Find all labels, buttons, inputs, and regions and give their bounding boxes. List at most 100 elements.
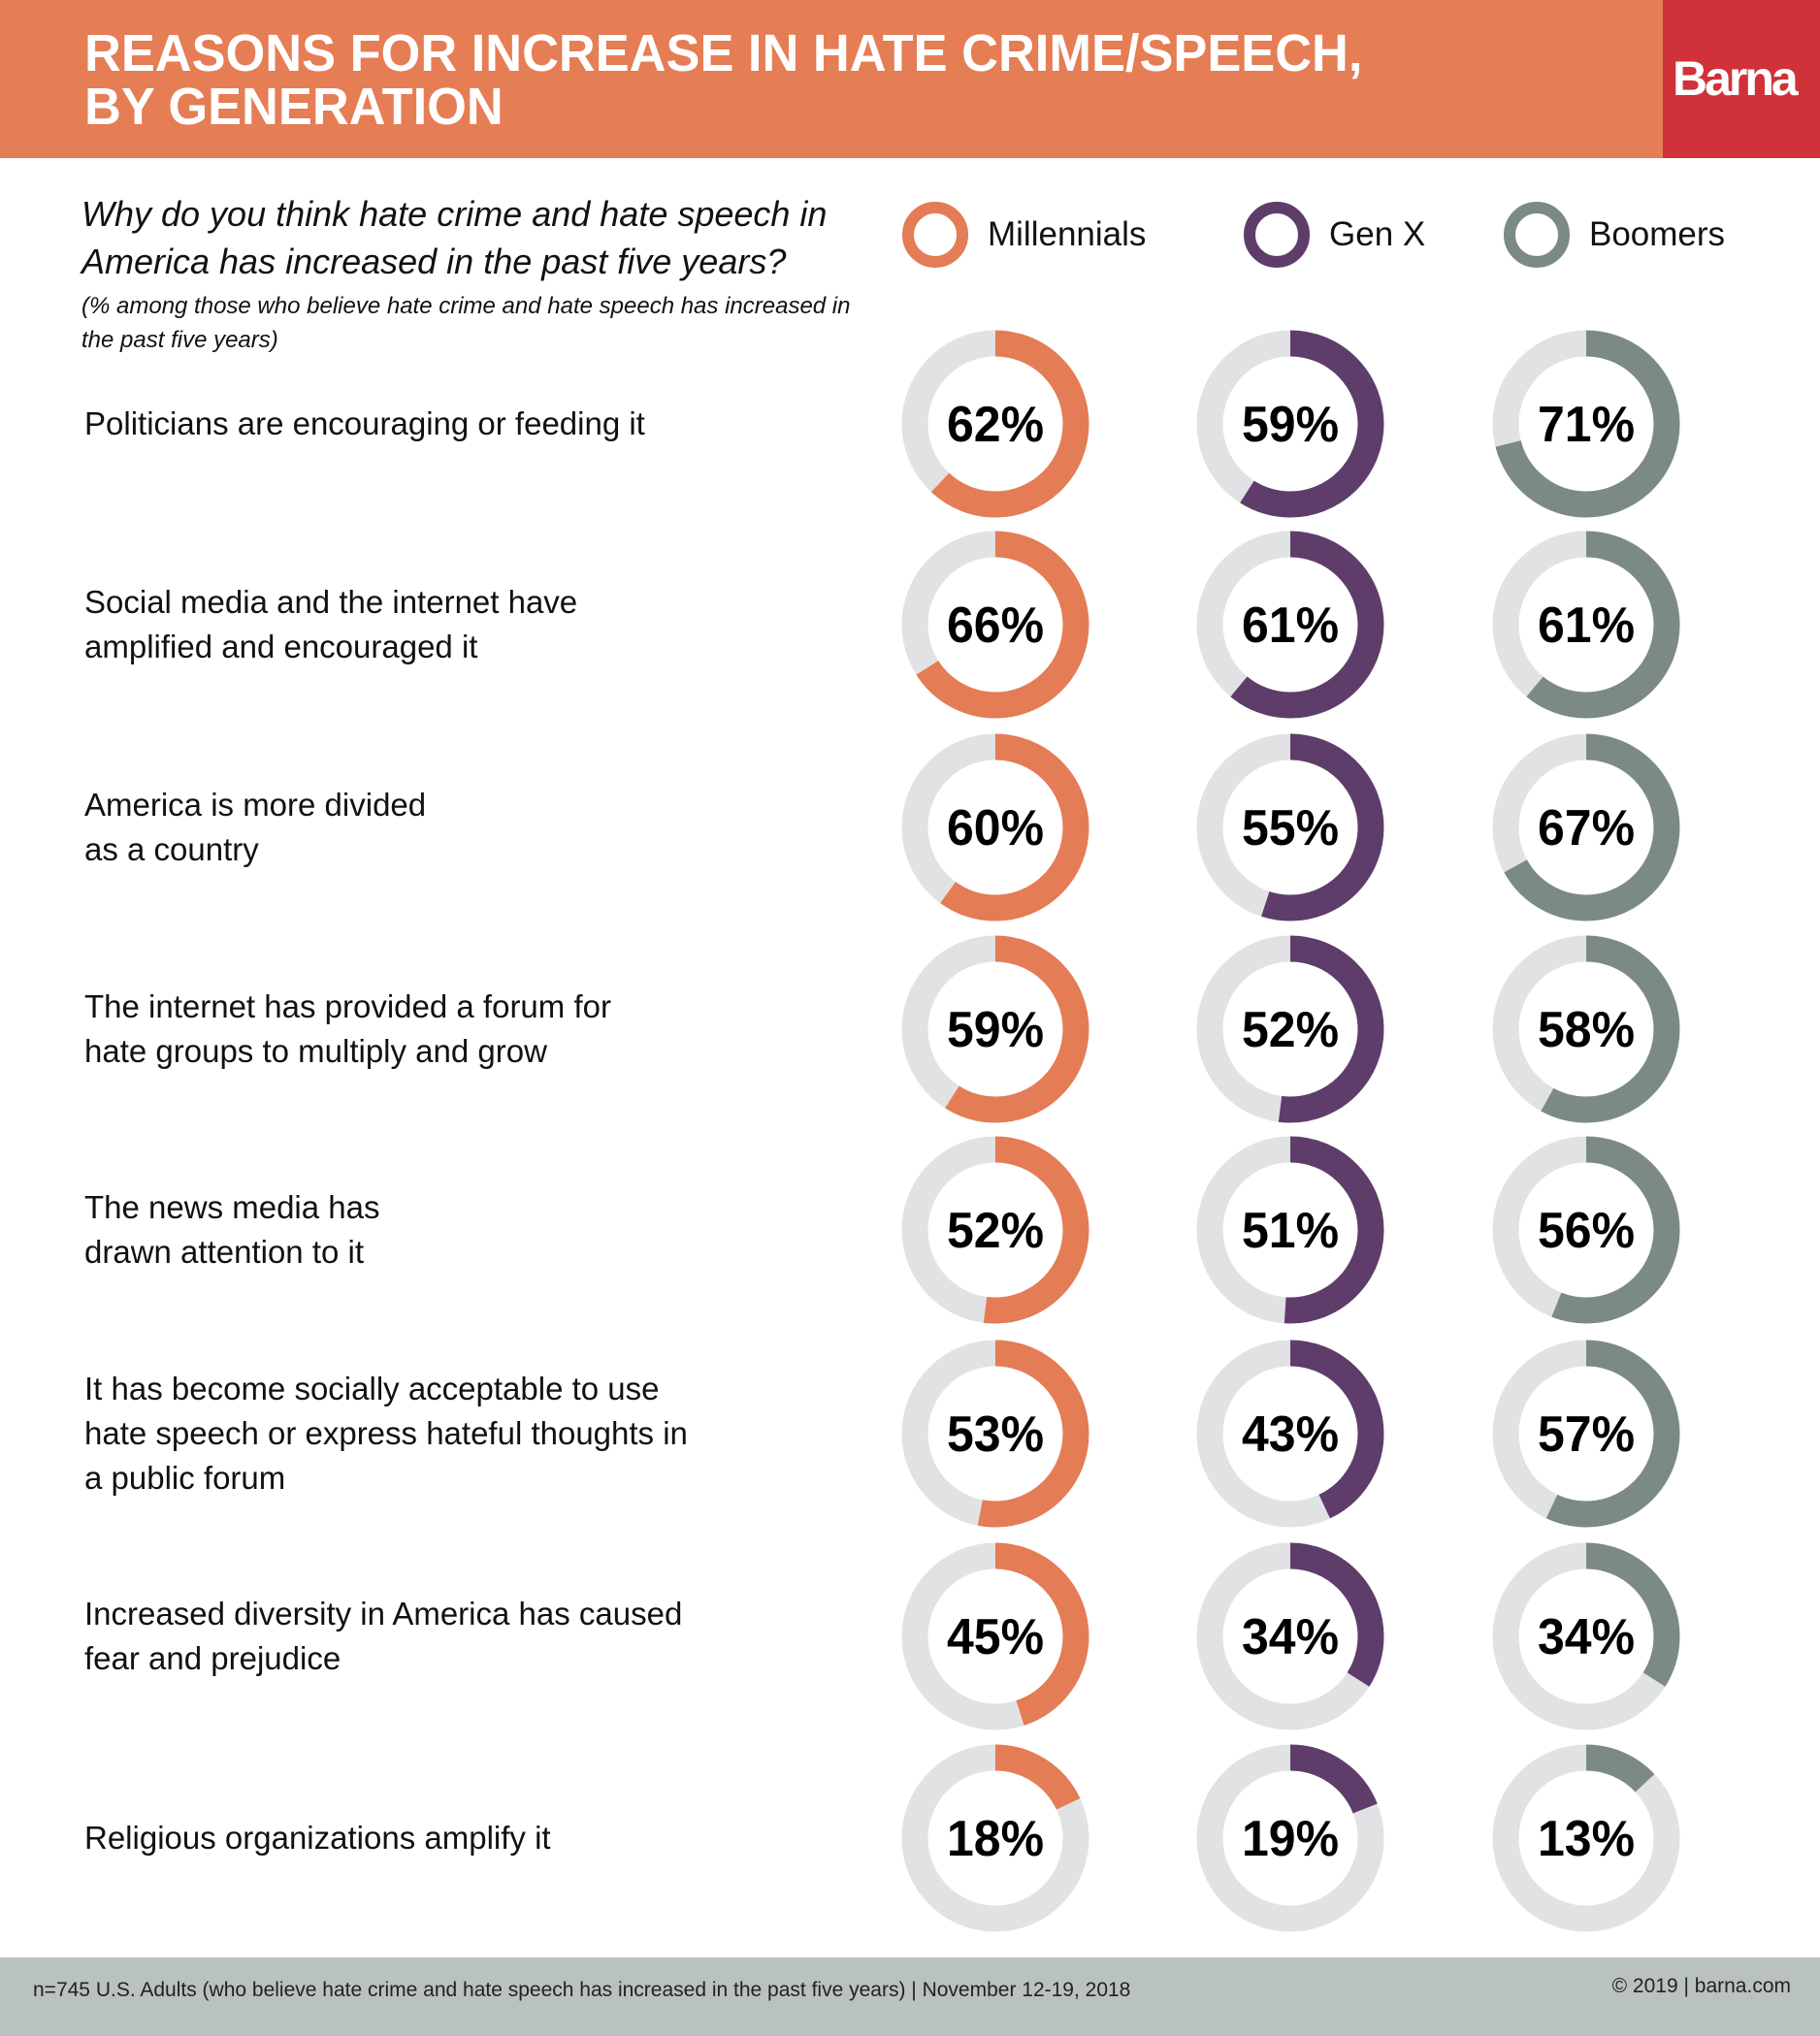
donut-boomers: 58% (1492, 935, 1680, 1123)
donut-arc (1196, 531, 1384, 719)
row-label-line: Increased diversity in America has cause… (84, 1596, 683, 1632)
donut-millennials: 53% (901, 1340, 1089, 1528)
page-title: REASONS FOR INCREASE IN HATE CRIME/SPEEC… (84, 27, 1362, 134)
row-label-line: drawn attention to it (84, 1234, 365, 1270)
footer: n=745 U.S. Adults (who believe hate crim… (0, 1957, 1820, 2036)
logo-text: Barna (1673, 51, 1799, 106)
donut-gen-x: 51% (1196, 1136, 1384, 1324)
donut-arc (1492, 733, 1680, 921)
donut-value-label: 59% (1242, 397, 1339, 453)
donut-value-label: 61% (1538, 598, 1635, 654)
donut-arc (901, 531, 1089, 719)
donut-value-label: 51% (1242, 1203, 1339, 1259)
donut-gen-x: 61% (1196, 531, 1384, 719)
donut-value-label: 61% (1242, 598, 1339, 654)
row-label-line: The internet has provided a forum for (84, 988, 611, 1024)
donut-boomers: 34% (1492, 1542, 1680, 1730)
row-label-line: as a country (84, 831, 259, 867)
title-line-2: BY GENERATION (84, 78, 504, 136)
row-label: America is more divided as a country (84, 783, 802, 872)
donut-value-label: 58% (1538, 1002, 1635, 1058)
donut-millennials: 52% (901, 1136, 1089, 1324)
donut-value-label: 66% (947, 598, 1044, 654)
donut-arc (1196, 1744, 1384, 1932)
donut-arc (1196, 1340, 1384, 1528)
legend-item-gen-x: Gen X (1244, 202, 1426, 268)
donut-value-label: 19% (1242, 1811, 1339, 1867)
row-label: Social media and the internet have amplif… (84, 580, 802, 669)
donut-gen-x: 52% (1196, 935, 1384, 1123)
donut-value-label: 55% (1242, 800, 1339, 856)
donut-millennials: 45% (901, 1542, 1089, 1730)
donut-value-label: 34% (1538, 1609, 1635, 1665)
donut-value-label: 60% (947, 800, 1044, 856)
donut-gen-x: 59% (1196, 330, 1384, 518)
donut-value-label: 52% (1242, 1002, 1339, 1058)
donut-gen-x: 34% (1196, 1542, 1384, 1730)
legend-item-boomers: Boomers (1504, 202, 1726, 268)
donut-value-label: 67% (1538, 800, 1635, 856)
donut-arc (901, 330, 1089, 518)
donut-value-label: 52% (947, 1203, 1044, 1259)
donut-gen-x: 19% (1196, 1744, 1384, 1932)
donut-arc (1492, 330, 1680, 518)
donut-value-label: 45% (947, 1609, 1044, 1665)
row-label-line: Politicians are encouraging or feeding i… (84, 405, 645, 441)
donut-value-label: 34% (1242, 1609, 1339, 1665)
row-label-line: The news media has (84, 1189, 380, 1225)
donut-value-label: 13% (1538, 1811, 1635, 1867)
donut-arc (901, 733, 1089, 921)
donut-arc (1492, 935, 1680, 1123)
donut-arc (1492, 531, 1680, 719)
footer-source: n=745 U.S. Adults (who believe hate crim… (33, 1979, 1131, 2001)
donut-value-label: 71% (1538, 397, 1635, 453)
donut-arc (901, 1744, 1089, 1932)
donut-arc (901, 1340, 1089, 1528)
donut-value-label: 53% (947, 1406, 1044, 1463)
donut-boomers: 56% (1492, 1136, 1680, 1324)
survey-question: Why do you think hate crime and hate spe… (81, 194, 828, 281)
row-label: Religious organizations amplify it (84, 1816, 802, 1860)
donut-arc (1196, 1542, 1384, 1730)
header-banner: REASONS FOR INCREASE IN HATE CRIME/SPEEC… (0, 0, 1663, 158)
donut-arc (901, 1542, 1089, 1730)
row-label-line: hate speech or express hateful thoughts … (84, 1415, 688, 1451)
donut-boomers: 67% (1492, 733, 1680, 921)
donut-value-label: 43% (1242, 1406, 1339, 1463)
row-label-line: hate groups to multiply and grow (84, 1033, 547, 1069)
donut-arc (1492, 1744, 1680, 1932)
legend-label: Gen X (1329, 215, 1426, 253)
title-line-1: REASONS FOR INCREASE IN HATE CRIME/SPEEC… (84, 24, 1363, 82)
donut-gen-x: 55% (1196, 733, 1384, 921)
donut-arc (1492, 1136, 1680, 1324)
donut-value-label: 59% (947, 1002, 1044, 1058)
row-label-line: America is more divided (84, 787, 427, 823)
barna-logo: Barna (1663, 0, 1820, 158)
donut-arc (1196, 733, 1384, 921)
question-note: (% among those who believe hate crime an… (81, 293, 851, 353)
row-label-line: It has become socially acceptable to use (84, 1371, 660, 1406)
legend-ring-icon (902, 202, 968, 268)
row-label: It has become socially acceptable to use… (84, 1367, 802, 1501)
donut-arc (901, 935, 1089, 1123)
row-label-line: amplified and encouraged it (84, 629, 478, 664)
footer-copyright: © 2019 | barna.com (1611, 1975, 1791, 1997)
row-label-line: a public forum (84, 1460, 286, 1496)
donut-boomers: 71% (1492, 330, 1680, 518)
donut-millennials: 66% (901, 531, 1089, 719)
legend-item-millennials: Millennials (902, 202, 1147, 268)
donut-value-label: 57% (1538, 1406, 1635, 1463)
donut-millennials: 62% (901, 330, 1089, 518)
legend-ring-icon (1504, 202, 1570, 268)
donut-millennials: 59% (901, 935, 1089, 1123)
row-label: The news media has drawn attention to it (84, 1185, 802, 1275)
donut-arc (1196, 1136, 1384, 1324)
donut-arc (901, 1136, 1089, 1324)
row-label-line: Religious organizations amplify it (84, 1820, 551, 1856)
legend-label: Millennials (988, 215, 1147, 253)
row-label: The internet has provided a forum for hat… (84, 985, 802, 1074)
legend-ring-icon (1244, 202, 1310, 268)
legend-label: Boomers (1589, 215, 1726, 253)
donut-arc (1492, 1340, 1680, 1528)
donut-value-label: 56% (1538, 1203, 1635, 1259)
